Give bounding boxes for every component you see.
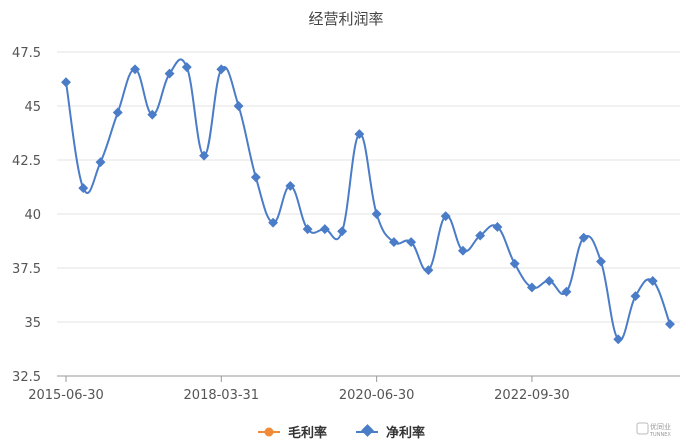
data-point[interactable] bbox=[112, 107, 123, 118]
data-point[interactable] bbox=[406, 237, 417, 248]
data-point[interactable] bbox=[233, 101, 244, 111]
x-tick-label: 2018-03-31 bbox=[184, 388, 260, 403]
watermark-logo: 优同业 TUNNEX bbox=[636, 422, 671, 438]
data-point[interactable] bbox=[492, 222, 503, 232]
y-tick-label: 32.5 bbox=[12, 370, 41, 385]
data-point[interactable] bbox=[613, 334, 624, 345]
data-point[interactable] bbox=[250, 172, 261, 183]
data-point[interactable] bbox=[457, 245, 468, 256]
y-tick-label: 42.5 bbox=[12, 154, 41, 169]
data-point[interactable] bbox=[268, 217, 279, 228]
y-tick-label: 45 bbox=[24, 100, 41, 115]
grid bbox=[57, 51, 680, 323]
data-point[interactable] bbox=[130, 64, 140, 75]
data-point[interactable] bbox=[199, 150, 210, 161]
watermark-line1: 优同业 bbox=[650, 422, 671, 431]
series-line-net-margin bbox=[65, 58, 671, 341]
data-point[interactable] bbox=[526, 282, 537, 293]
legend[interactable]: 毛利率 净利率 bbox=[258, 424, 425, 441]
legend-item-series-0[interactable]: 毛利率 bbox=[258, 425, 327, 441]
y-tick-label: 37.5 bbox=[12, 262, 41, 277]
data-point[interactable] bbox=[354, 129, 365, 140]
data-point[interactable] bbox=[544, 276, 555, 286]
y-tick-label: 47.5 bbox=[12, 46, 41, 61]
x-tick-label: 2022-09-30 bbox=[494, 388, 570, 403]
data-point[interactable] bbox=[665, 319, 675, 330]
y-tick-label: 35 bbox=[24, 316, 41, 331]
legend-label-series-1: 净利率 bbox=[386, 425, 425, 441]
legend-item-series-1[interactable]: 净利率 bbox=[356, 424, 425, 441]
data-point[interactable] bbox=[578, 232, 589, 243]
data-point[interactable] bbox=[216, 64, 227, 75]
data-point[interactable] bbox=[509, 258, 520, 269]
data-point[interactable] bbox=[596, 256, 606, 267]
data-point[interactable] bbox=[337, 226, 348, 237]
data-point[interactable] bbox=[630, 291, 641, 302]
x-tick-label: 2015-06-30 bbox=[28, 388, 104, 403]
data-point[interactable] bbox=[319, 224, 330, 235]
data-point[interactable] bbox=[147, 109, 158, 120]
data-point[interactable] bbox=[61, 77, 71, 88]
y-axis: 32.5 35 37.5 40 42.5 45 47.5 bbox=[12, 46, 41, 385]
data-point[interactable] bbox=[423, 265, 434, 276]
x-axis: 2015-06-30 2018-03-31 2020-06-30 2022-09-30 bbox=[28, 375, 680, 403]
data-point[interactable] bbox=[95, 157, 106, 168]
data-point[interactable] bbox=[388, 237, 399, 248]
x-tick-label: 2020-06-30 bbox=[339, 388, 415, 403]
data-point[interactable] bbox=[440, 211, 451, 222]
y-tick-label: 40 bbox=[24, 208, 41, 223]
watermark-line2: TUNNEX bbox=[649, 432, 671, 438]
series-layer bbox=[61, 58, 675, 345]
data-point[interactable] bbox=[302, 224, 313, 235]
data-point[interactable] bbox=[78, 183, 89, 194]
data-point[interactable] bbox=[164, 68, 175, 79]
legend-label-series-0: 毛利率 bbox=[288, 425, 327, 441]
data-point[interactable] bbox=[647, 276, 658, 286]
data-point[interactable] bbox=[475, 230, 486, 241]
data-point[interactable] bbox=[285, 180, 296, 191]
data-point[interactable] bbox=[371, 209, 382, 219]
chart-title: 经营利润率 bbox=[308, 10, 383, 28]
data-point[interactable] bbox=[181, 62, 192, 73]
data-point[interactable] bbox=[561, 286, 572, 297]
